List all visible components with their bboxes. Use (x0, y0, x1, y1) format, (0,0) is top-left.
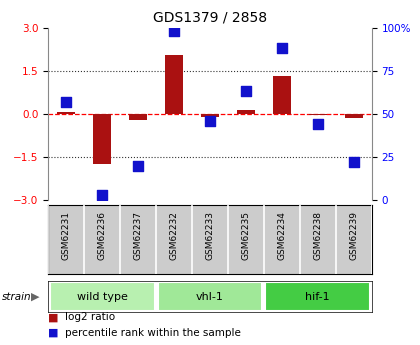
Text: GSM62235: GSM62235 (241, 211, 250, 260)
Bar (201, 114, 219, 117)
Bar (165, 55, 183, 114)
Bar (129, 114, 147, 120)
Bar (309, 114, 327, 115)
Point (278, 46, 285, 51)
Text: hif-1: hif-1 (305, 292, 330, 302)
Text: percentile rank within the sample: percentile rank within the sample (65, 328, 241, 338)
Point (135, 163, 142, 168)
Text: GDS1379 / 2858: GDS1379 / 2858 (153, 10, 267, 24)
FancyBboxPatch shape (265, 283, 370, 311)
Text: vhl-1: vhl-1 (196, 292, 224, 302)
Point (315, 121, 321, 127)
Point (243, 89, 249, 94)
Text: GSM62239: GSM62239 (349, 211, 358, 260)
Point (171, 28, 177, 34)
Point (63, 99, 70, 105)
Text: GSM62233: GSM62233 (205, 211, 215, 260)
FancyBboxPatch shape (50, 283, 155, 311)
Point (350, 159, 357, 165)
Bar (57, 112, 75, 114)
Text: ■: ■ (48, 328, 59, 338)
Text: GSM62238: GSM62238 (313, 211, 322, 260)
Text: ■: ■ (48, 313, 59, 322)
Bar (93, 114, 111, 164)
Text: wild type: wild type (77, 292, 128, 302)
Text: GSM62231: GSM62231 (62, 211, 71, 260)
Text: GSM62237: GSM62237 (134, 211, 143, 260)
Text: GSM62234: GSM62234 (277, 211, 286, 260)
Point (207, 118, 213, 124)
Bar (273, 77, 291, 114)
Bar (237, 110, 255, 114)
Text: GSM62232: GSM62232 (170, 211, 178, 260)
Point (99, 192, 105, 198)
Text: strain: strain (2, 292, 32, 302)
Bar (345, 114, 363, 118)
Text: GSM62236: GSM62236 (98, 211, 107, 260)
FancyBboxPatch shape (158, 283, 262, 311)
Text: log2 ratio: log2 ratio (65, 313, 115, 322)
Text: ▶: ▶ (31, 292, 39, 302)
